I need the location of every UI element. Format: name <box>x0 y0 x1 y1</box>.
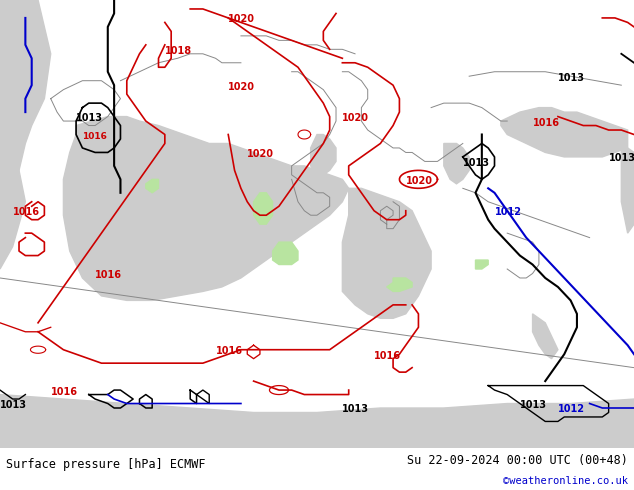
Polygon shape <box>0 0 51 179</box>
Text: 1013: 1013 <box>342 404 370 415</box>
Text: 1013: 1013 <box>558 73 585 83</box>
Text: 1013: 1013 <box>463 158 490 168</box>
Text: Surface pressure [hPa] ECMWF: Surface pressure [hPa] ECMWF <box>6 458 206 471</box>
Text: 1016: 1016 <box>216 346 243 356</box>
Text: Su 22-09-2024 00:00 UTC (00+48): Su 22-09-2024 00:00 UTC (00+48) <box>407 454 628 466</box>
Polygon shape <box>0 394 634 448</box>
Text: 1016: 1016 <box>533 118 560 127</box>
Text: 1013: 1013 <box>0 400 27 410</box>
Polygon shape <box>63 117 349 300</box>
Polygon shape <box>273 242 298 265</box>
Text: 1013: 1013 <box>520 400 547 410</box>
Text: 1016: 1016 <box>374 351 401 361</box>
Text: 1012: 1012 <box>495 207 522 217</box>
Text: 1018: 1018 <box>165 46 192 56</box>
Polygon shape <box>387 278 412 292</box>
Polygon shape <box>342 188 431 318</box>
Text: 1020: 1020 <box>247 149 275 159</box>
Polygon shape <box>444 144 469 184</box>
Text: 1013: 1013 <box>609 153 634 163</box>
Text: 1016: 1016 <box>51 387 78 396</box>
Text: 1020: 1020 <box>228 82 256 92</box>
Polygon shape <box>533 314 558 359</box>
Polygon shape <box>254 193 273 224</box>
Text: 1020: 1020 <box>406 176 433 186</box>
Polygon shape <box>0 171 25 269</box>
Polygon shape <box>146 179 158 193</box>
Text: 1020: 1020 <box>342 113 370 123</box>
Text: 1016: 1016 <box>13 207 40 217</box>
Text: ©weatheronline.co.uk: ©weatheronline.co.uk <box>503 476 628 486</box>
Text: 1020: 1020 <box>228 14 256 24</box>
Text: 1016: 1016 <box>95 270 122 280</box>
Polygon shape <box>501 108 628 157</box>
Text: 1012: 1012 <box>558 404 585 415</box>
Polygon shape <box>621 144 634 233</box>
Text: 1013: 1013 <box>76 113 103 123</box>
Text: 1016: 1016 <box>82 132 107 141</box>
Polygon shape <box>311 135 336 175</box>
Polygon shape <box>476 260 488 269</box>
